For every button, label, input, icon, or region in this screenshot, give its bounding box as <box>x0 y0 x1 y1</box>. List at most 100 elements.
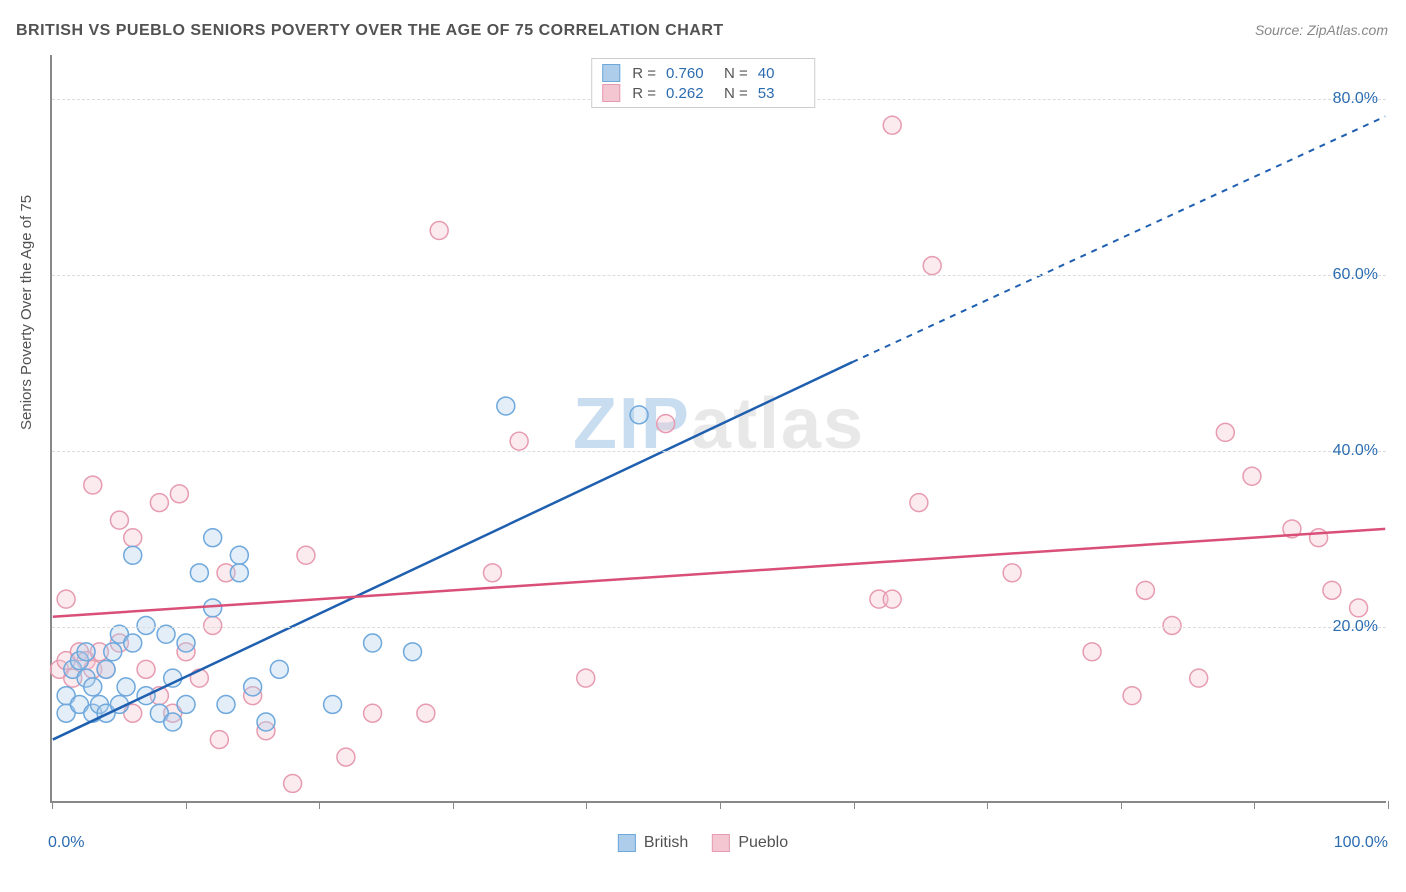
data-point <box>1190 669 1208 687</box>
data-point <box>284 774 302 792</box>
data-point <box>170 485 188 503</box>
y-tick-label: 60.0% <box>1333 266 1378 284</box>
stat-n-label: N = <box>724 65 748 82</box>
source-label: Source: <box>1255 22 1303 38</box>
stats-legend-row: R =0.262N =53 <box>602 83 804 103</box>
gridline <box>52 275 1386 276</box>
x-tick <box>1388 801 1389 809</box>
legend-item: Pueblo <box>712 834 788 852</box>
data-point <box>177 695 195 713</box>
data-point <box>577 669 595 687</box>
data-point <box>1123 687 1141 705</box>
data-point <box>164 669 182 687</box>
data-point <box>1163 616 1181 634</box>
data-point <box>417 704 435 722</box>
x-tick <box>720 801 721 809</box>
data-point <box>204 529 222 547</box>
stat-r-value: 0.760 <box>666 65 712 82</box>
data-point <box>210 731 228 749</box>
stats-legend-row: R = 0.760 N = 40 <box>602 63 804 83</box>
regression-line <box>53 362 852 739</box>
data-point <box>124 546 142 564</box>
x-tick <box>854 801 855 809</box>
stat-r-label: R = <box>632 65 656 82</box>
data-point <box>1216 423 1234 441</box>
stat-n-value: 40 <box>758 65 804 82</box>
data-point <box>510 432 528 450</box>
data-point <box>297 546 315 564</box>
source-attribution: Source: ZipAtlas.com <box>1255 22 1388 38</box>
data-point <box>484 564 502 582</box>
y-tick-label: 20.0% <box>1333 618 1378 636</box>
data-point <box>177 634 195 652</box>
data-point <box>1310 529 1328 547</box>
data-point <box>104 643 122 661</box>
x-tick <box>186 801 187 809</box>
data-point <box>230 546 248 564</box>
legend-swatch <box>602 64 620 82</box>
chart-title: BRITISH VS PUEBLO SENIORS POVERTY OVER T… <box>16 22 724 40</box>
data-point <box>630 406 648 424</box>
data-point <box>124 529 142 547</box>
legend-swatch <box>618 834 636 852</box>
x-tick <box>319 801 320 809</box>
stat-n-value: 53 <box>758 85 804 102</box>
y-tick-label: 40.0% <box>1333 442 1378 460</box>
data-point <box>77 643 95 661</box>
x-tick <box>1254 801 1255 809</box>
data-point <box>150 494 168 512</box>
data-point <box>257 713 275 731</box>
data-point <box>124 634 142 652</box>
data-point <box>137 660 155 678</box>
data-point <box>244 678 262 696</box>
data-point <box>117 678 135 696</box>
data-point <box>190 669 208 687</box>
data-point <box>1003 564 1021 582</box>
source-name: ZipAtlas.com <box>1307 22 1388 38</box>
regression-line <box>53 529 1385 617</box>
data-point <box>364 704 382 722</box>
data-point <box>110 511 128 529</box>
data-point <box>57 590 75 608</box>
x-tick <box>52 801 53 809</box>
data-point <box>204 599 222 617</box>
data-point <box>1243 467 1261 485</box>
data-point <box>1350 599 1368 617</box>
bottom-legend: British Pueblo <box>618 834 788 852</box>
legend-label: Pueblo <box>738 834 788 852</box>
plot-area: ZIPatlas 20.0%40.0%60.0%80.0% <box>50 55 1386 803</box>
x-axis-min-label: 0.0% <box>48 834 84 852</box>
data-point <box>337 748 355 766</box>
data-point <box>923 257 941 275</box>
stat-r-value: 0.262 <box>666 85 712 102</box>
data-point <box>883 116 901 134</box>
y-tick-label: 80.0% <box>1333 90 1378 108</box>
data-point <box>404 643 422 661</box>
legend-swatch <box>602 84 620 102</box>
gridline <box>52 451 1386 452</box>
data-point <box>657 415 675 433</box>
data-point <box>910 494 928 512</box>
data-point <box>883 590 901 608</box>
data-point <box>190 564 208 582</box>
stat-r-label: R = <box>632 85 656 102</box>
data-point <box>204 616 222 634</box>
data-point <box>497 397 515 415</box>
data-point <box>430 222 448 240</box>
data-point <box>1083 643 1101 661</box>
x-tick <box>987 801 988 809</box>
legend-label: British <box>644 834 688 852</box>
x-axis-max-label: 100.0% <box>1334 834 1388 852</box>
x-tick <box>586 801 587 809</box>
data-point <box>84 476 102 494</box>
data-point <box>230 564 248 582</box>
y-axis-label: Seniors Poverty Over the Age of 75 <box>18 195 35 430</box>
chart-svg <box>52 55 1386 801</box>
chart-container: BRITISH VS PUEBLO SENIORS POVERTY OVER T… <box>0 0 1406 892</box>
data-point <box>217 695 235 713</box>
x-tick <box>453 801 454 809</box>
x-tick <box>1121 801 1122 809</box>
data-point <box>84 678 102 696</box>
stats-legend: R =0.760N =40R =0.262N =53 <box>591 58 815 108</box>
data-point <box>324 695 342 713</box>
